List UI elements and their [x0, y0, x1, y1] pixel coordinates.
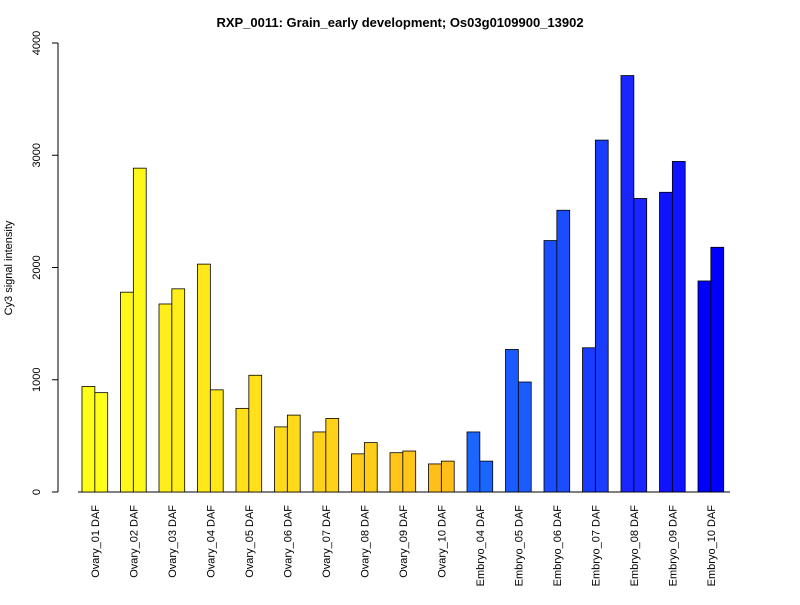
bar [158, 303, 173, 493]
x-tick-label: Embryo_08 DAF [629, 505, 641, 587]
bar [505, 349, 519, 493]
bar [132, 167, 147, 493]
bar [697, 280, 712, 493]
bar [633, 198, 648, 493]
bar [286, 414, 301, 493]
bar [710, 246, 725, 493]
bar [389, 452, 404, 493]
bar [517, 381, 532, 493]
bar [325, 418, 340, 493]
bar [582, 347, 596, 493]
x-tick-label: Ovary_07 DAF [321, 505, 333, 578]
bar [428, 463, 442, 493]
bar [556, 209, 571, 493]
bar [248, 374, 263, 493]
x-tick-label: Ovary_03 DAF [167, 505, 179, 578]
chart-title: RXP_0011: Grain_early development; Os03g… [216, 15, 583, 30]
y-tick-label: 3000 [31, 143, 43, 167]
bar [543, 240, 558, 493]
y-tick-label: 2000 [31, 255, 43, 279]
y-tick-label: 1000 [31, 368, 43, 392]
x-tick-label: Ovary_05 DAF [244, 505, 256, 578]
bar [120, 291, 134, 493]
y-axis-label: Cy3 signal intensity [3, 220, 15, 315]
bar [659, 191, 673, 493]
x-tick-label: Embryo_04 DAF [475, 505, 487, 587]
bar [235, 407, 250, 493]
x-tick-label: Ovary_10 DAF [436, 505, 448, 578]
bar [312, 431, 327, 493]
bar [479, 460, 494, 493]
bar [671, 161, 686, 493]
bar [402, 450, 417, 493]
bar [466, 431, 481, 493]
bar [171, 288, 186, 493]
x-tick-label: Ovary_08 DAF [359, 505, 371, 578]
bar [351, 453, 365, 493]
x-tick-label: Embryo_10 DAF [706, 505, 718, 587]
y-tick-label: 4000 [31, 31, 43, 55]
y-tick-label: 0 [31, 489, 43, 495]
x-tick-label: Ovary_01 DAF [90, 505, 102, 578]
y-axis: 0 1000 2000 3000 4000 [31, 31, 59, 495]
bar [209, 389, 224, 493]
bar [594, 139, 609, 493]
x-tick-label: Ovary_04 DAF [205, 505, 217, 578]
bar [620, 75, 635, 493]
bar [197, 263, 211, 493]
bar [274, 426, 288, 493]
category-labels: Ovary_01 DAF Ovary_02 DAF Ovary_03 DAF Ovar… [90, 505, 718, 587]
bar [81, 386, 96, 493]
bars-group [81, 75, 725, 493]
x-tick-label: Ovary_06 DAF [282, 505, 294, 578]
bar [440, 460, 455, 493]
bar [94, 392, 109, 493]
x-tick-label: Embryo_07 DAF [590, 505, 602, 587]
x-tick-label: Embryo_09 DAF [667, 505, 679, 587]
x-tick-label: Ovary_02 DAF [128, 505, 140, 578]
x-tick-label: Ovary_09 DAF [398, 505, 410, 578]
x-tick-label: Embryo_06 DAF [552, 505, 564, 587]
x-tick-label: Embryo_05 DAF [513, 505, 525, 587]
bar [363, 442, 378, 493]
